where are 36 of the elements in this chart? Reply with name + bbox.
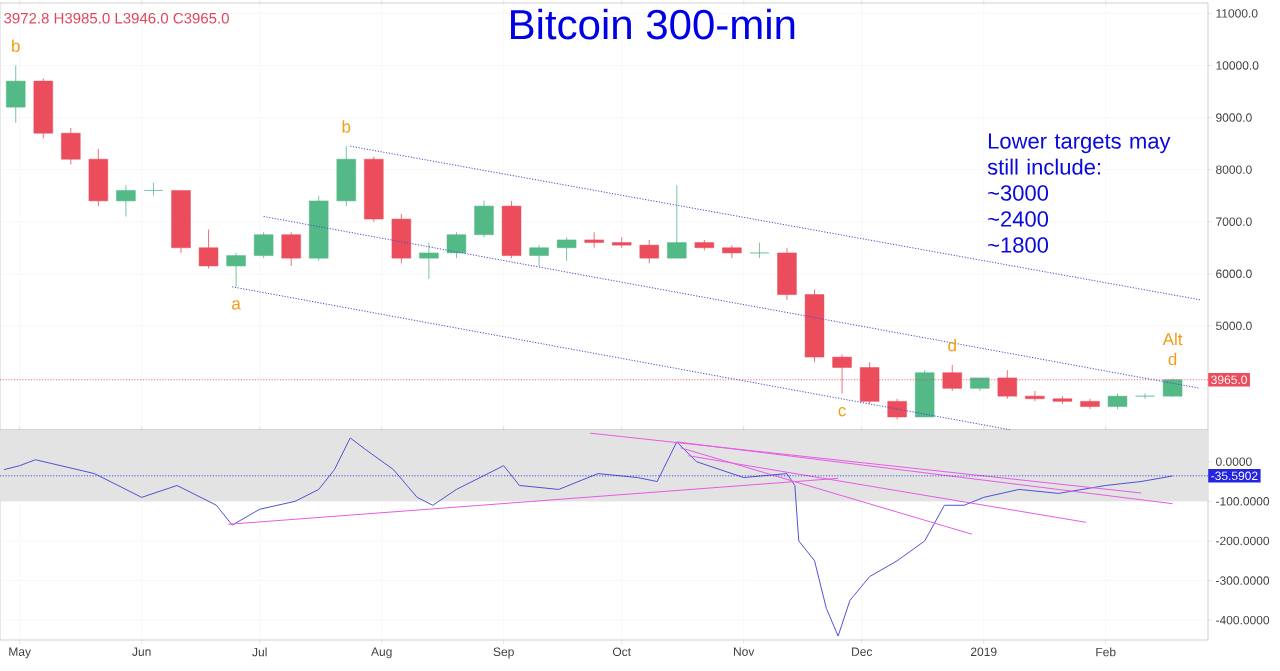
y-tick-label: 11000.0 (1216, 9, 1258, 18)
y-tick-label: -400.0000 (1216, 615, 1270, 625)
x-tick-label: Nov (734, 647, 755, 656)
annotation: ~1800 (988, 237, 1049, 253)
x-tick-label: Aug (371, 647, 392, 659)
x-tick-label: 2019 (970, 647, 997, 657)
ref-line-label: 3965.0 (1211, 375, 1247, 384)
annotation: Alt d (1162, 332, 1183, 366)
x-tick-label: Jul (252, 647, 267, 657)
y-tick-label: -300.0000 (1216, 576, 1270, 585)
y-tick-label: 5000.0 (1216, 321, 1252, 331)
y-tick-label: 0.0000 (1216, 457, 1252, 466)
x-tick-label: Sep (493, 647, 514, 659)
annotation: c (838, 407, 846, 417)
annotation: a (232, 300, 241, 310)
y-tick-label: 6000.0 (1216, 269, 1252, 279)
x-tick-label: Jun (132, 647, 151, 656)
y-tick-label: -200.0000 (1216, 536, 1270, 546)
y-tick-label: 10000.0 (1216, 61, 1259, 70)
annotation: b (342, 120, 351, 133)
y-tick-label: -100.0000 (1216, 497, 1270, 506)
y-tick-label: 8000.0 (1216, 165, 1252, 174)
ref-line-label: -35.5902 (1211, 471, 1258, 481)
annotation: Lower targets may still include: (987, 133, 1171, 175)
chart-title: Bitcoin 300-min (511, 8, 795, 40)
x-tick-label: Oct (612, 647, 631, 657)
x-tick-label: Dec (852, 647, 873, 656)
x-tick-label: May (9, 647, 31, 659)
annotation: 3972.8 H3985.0 L3946.0 C3965.0 (4, 12, 229, 24)
annotation: d (948, 338, 956, 352)
annotation: b (12, 39, 20, 52)
x-tick-label: Feb (1096, 647, 1116, 657)
annotation: ~3000 (988, 185, 1049, 201)
y-tick-label: 9000.0 (1216, 113, 1252, 122)
y-tick-label: 7000.0 (1216, 217, 1252, 226)
annotation: ~2400 (988, 211, 1049, 227)
